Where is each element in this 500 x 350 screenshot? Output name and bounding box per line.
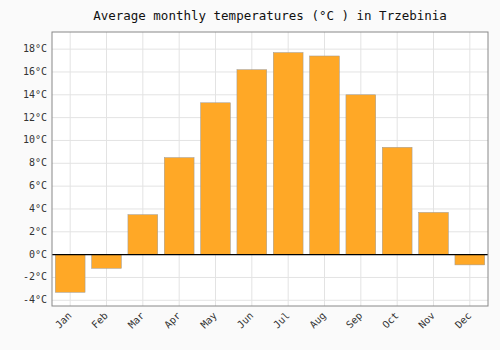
- y-tick-label: 2°C: [29, 226, 47, 237]
- bar: [455, 255, 485, 265]
- y-tick-label: -2°C: [23, 271, 47, 282]
- chart: -4°C -2°C 0°C 2°C 4°C 6°C 8°C 10°C 12°C 14°C 16°C 1…: [0, 0, 500, 350]
- bar: [237, 70, 267, 255]
- bar: [419, 212, 449, 254]
- plot-area: [52, 32, 488, 306]
- title: Average monthly temperatures (°C ) in Tr…: [93, 8, 447, 23]
- x-tick-label: Nov: [416, 310, 437, 331]
- bar: [382, 147, 412, 254]
- y-grid-line: [52, 186, 488, 187]
- bar: [346, 95, 376, 255]
- y-tick-label: 6°C: [29, 180, 47, 191]
- x-tick-label: Aug: [307, 310, 328, 331]
- bar: [92, 255, 122, 269]
- x-grid-line: [142, 32, 143, 306]
- y-tick-label: 16°C: [23, 66, 47, 77]
- bar: [128, 215, 158, 255]
- y-grid-line: [52, 49, 488, 50]
- y-grid-line: [52, 300, 488, 301]
- y-tick-label: 10°C: [23, 134, 47, 145]
- y-tick-label: 12°C: [23, 112, 47, 123]
- x-tick-label: Oct: [380, 310, 401, 331]
- y-grid-line: [52, 117, 488, 118]
- zero-line: [52, 254, 488, 255]
- y-tick-label: 14°C: [23, 89, 47, 100]
- x-tick-label: Jul: [271, 310, 292, 331]
- y-grid-line: [52, 277, 488, 278]
- x-grid-line: [433, 32, 434, 306]
- bar: [55, 255, 85, 293]
- background: [0, 0, 500, 350]
- bar: [310, 56, 340, 255]
- bar: [273, 53, 303, 255]
- bars: [55, 53, 484, 293]
- x-tick-label: Jan: [53, 310, 74, 331]
- bar: [164, 158, 194, 255]
- y-grid-line: [52, 163, 488, 164]
- x-tick-label: Dec: [453, 310, 474, 331]
- y-tick-label: 18°C: [23, 43, 47, 54]
- plot-frame: [52, 32, 488, 306]
- x-tick-label: Feb: [89, 310, 110, 331]
- x-tick-label: Mar: [126, 310, 147, 331]
- y-grid-line: [52, 140, 488, 141]
- y-grid-line: [52, 254, 488, 255]
- y-tick-label: 0°C: [29, 249, 47, 260]
- x-tick-label: May: [198, 310, 219, 331]
- y-grid-line: [52, 94, 488, 95]
- y-tick-label: -4°C: [23, 294, 47, 305]
- bar: [201, 103, 231, 255]
- y-grid-line: [52, 208, 488, 209]
- y-tick-label: 4°C: [29, 203, 47, 214]
- y-tick-label: 8°C: [29, 157, 47, 168]
- x-tick-label: Apr: [162, 310, 183, 331]
- x-tick-label: Jun: [235, 310, 256, 331]
- y-grid-line: [52, 71, 488, 72]
- x-tick-label: Sep: [344, 310, 365, 331]
